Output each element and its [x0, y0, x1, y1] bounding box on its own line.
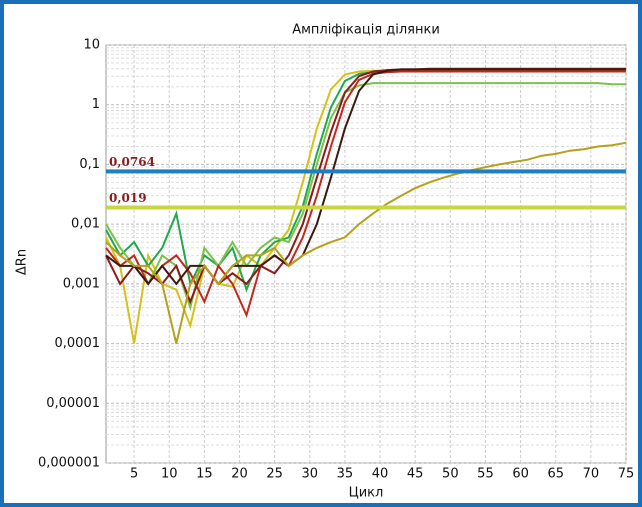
x-tick-label: 75	[618, 467, 635, 482]
amplification-curve	[105, 68, 626, 286]
x-tick-label: 35	[337, 467, 354, 482]
x-tick-label: 10	[161, 467, 178, 482]
x-tick-label: 55	[477, 467, 494, 482]
x-tick-label: 50	[442, 467, 459, 482]
y-axis-label: ΔRn	[15, 249, 30, 275]
y-tick-label: 0,0001	[55, 336, 101, 351]
y-tick-label: 0,001	[63, 276, 100, 291]
x-tick-label: 45	[407, 467, 424, 482]
y-tick-label: 0,01	[71, 217, 100, 232]
x-tick-label: 15	[196, 467, 213, 482]
x-tick-label: 60	[512, 467, 529, 482]
x-axis-label: Цикл	[349, 486, 384, 501]
chart-title: Ампліфікація ділянки	[292, 23, 440, 38]
amplification-curve	[105, 141, 627, 344]
plot-area	[105, 44, 627, 464]
y-tick-label: 10	[83, 38, 100, 53]
x-tick-label: 25	[266, 467, 283, 482]
x-tick-label: 40	[372, 467, 389, 482]
threshold-label: 0,019	[109, 191, 147, 205]
x-tick-label: 20	[231, 467, 248, 482]
y-tick-label: 1	[92, 97, 100, 112]
y-tick-label: 0,000001	[38, 456, 100, 471]
y-tick-label: 0,1	[79, 157, 100, 172]
threshold-label: 0,0764	[109, 155, 155, 169]
amplification-curve	[105, 70, 626, 319]
x-tick-label: 30	[302, 467, 319, 482]
x-tick-label: 65	[547, 467, 564, 482]
y-tick-label: 0,00001	[46, 396, 100, 411]
x-tick-label: 70	[583, 467, 600, 482]
x-tick-label: 5	[130, 467, 138, 482]
